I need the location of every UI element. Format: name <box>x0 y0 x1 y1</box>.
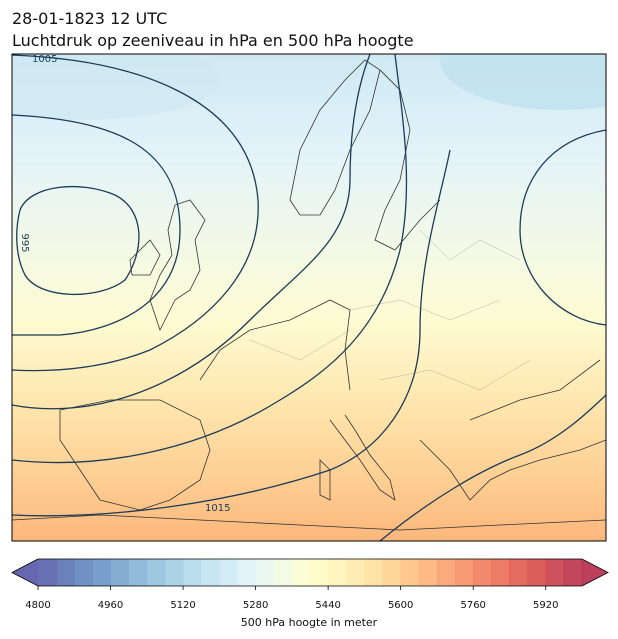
colorbar-extend-low <box>12 559 38 586</box>
coastline <box>199 299 351 391</box>
colorbar-bin <box>527 559 547 586</box>
colorbar-extend-high <box>582 559 608 586</box>
isobar <box>12 54 259 372</box>
colorbar-tick-label: 4960 <box>98 600 123 611</box>
coastline <box>289 59 381 216</box>
contour-label: 995 <box>19 233 30 252</box>
colorbar-bin <box>328 559 347 586</box>
colorbar-tick-label: 5600 <box>388 600 413 611</box>
isobar <box>12 54 371 410</box>
colorbar-tick-label: 5440 <box>315 600 340 611</box>
colorbar-bin <box>545 559 565 586</box>
colorbar-frame <box>11 558 609 587</box>
colorbar-bin <box>128 559 148 586</box>
coastline <box>319 459 331 501</box>
colorbar-tick-label: 5760 <box>460 600 485 611</box>
colorbar-bin <box>146 559 166 586</box>
colorbar-tick-label: 5280 <box>243 600 268 611</box>
colorbar-bin <box>400 559 420 586</box>
colorbar-bin <box>382 559 401 586</box>
coastline <box>419 439 606 501</box>
isobar <box>12 149 451 517</box>
colorbar-tick-label: 4800 <box>25 600 50 611</box>
colorbar-bin <box>563 559 583 586</box>
contour-label: 1015 <box>205 503 230 514</box>
coastline <box>59 399 211 511</box>
isobar <box>16 185 140 296</box>
colorbar-bin <box>164 559 184 586</box>
colorbar-tick-label: 5920 <box>533 600 558 611</box>
colorbar-bin <box>364 559 383 586</box>
colorbar-bin <box>291 559 311 586</box>
low-height-area <box>440 54 606 110</box>
colorbar-bin <box>418 559 438 586</box>
isobar <box>519 129 606 326</box>
borders <box>249 229 531 391</box>
coastline <box>149 199 206 332</box>
colorbar-bin <box>310 559 329 586</box>
colorbar-bin <box>38 559 57 586</box>
coastline <box>469 359 601 421</box>
colorbar-bin <box>346 559 365 586</box>
date: 28-01-1823 12 UTC <box>12 9 167 28</box>
coastline <box>374 69 441 251</box>
colorbar-bin <box>56 559 75 586</box>
colorbar-bin <box>255 559 275 586</box>
isobar <box>379 394 606 541</box>
colorbar-bin <box>491 559 510 586</box>
colorbar-tick-label: 5120 <box>170 600 195 611</box>
low-height-area <box>12 54 220 120</box>
colorbar-bin <box>201 559 220 586</box>
colorbar-bin <box>455 559 474 586</box>
colorbar-label: 500 hPa hoogte in meter <box>241 616 378 629</box>
coastline <box>129 239 161 276</box>
colorbar-bin <box>237 559 256 586</box>
coastline <box>12 514 606 531</box>
isobar <box>12 114 181 336</box>
colorbar-bin <box>219 559 238 586</box>
colorbar: 4800 4960 5120 5280 5440 5600 5760 5920 500 hPa … <box>11 558 609 629</box>
title: Luchtdruk op zeeniveau in hPa en 500 hPa… <box>12 31 414 50</box>
coastline <box>329 414 396 501</box>
colorbar-bin <box>273 559 293 586</box>
colorbar-bin <box>92 559 111 586</box>
colorbar-bin <box>74 559 93 586</box>
isobar <box>12 54 408 464</box>
colorbar-bin <box>183 559 202 586</box>
colorbar-bin <box>509 559 528 586</box>
colorbar-bin <box>436 559 456 586</box>
map-frame <box>11 53 607 542</box>
map: 1005 995 1015 <box>12 54 606 541</box>
contour-label: 1005 <box>32 54 57 65</box>
colorbar-bin <box>110 559 129 586</box>
colorbar-bin <box>473 559 492 586</box>
